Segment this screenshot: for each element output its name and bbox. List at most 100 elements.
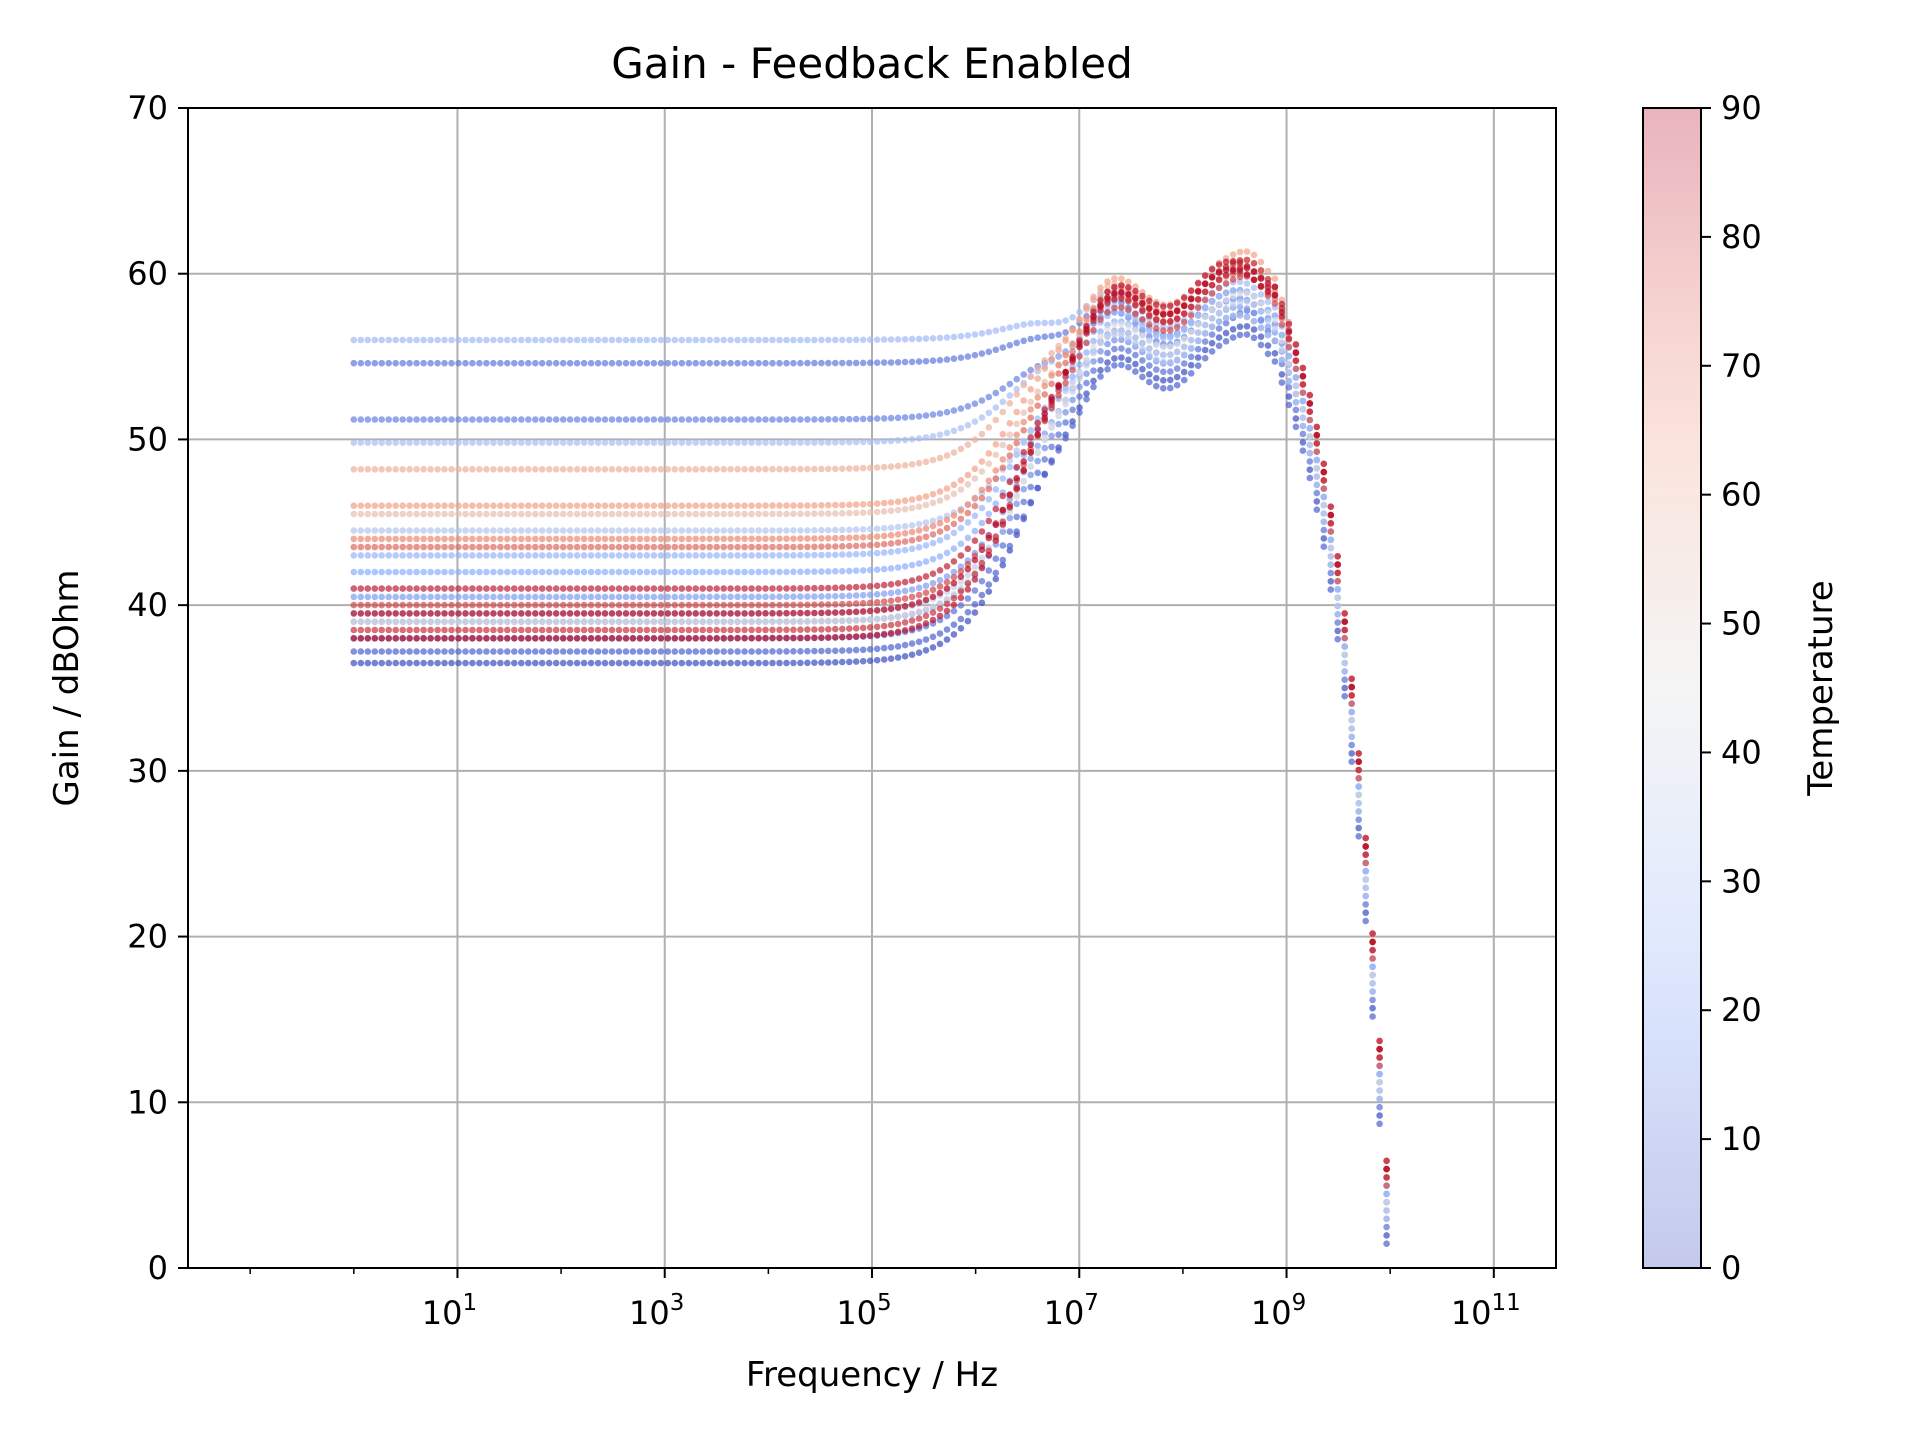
data-point [1229, 276, 1237, 283]
data-point [671, 543, 679, 551]
data-point [622, 543, 630, 551]
data-point [727, 593, 734, 601]
data-point [357, 626, 365, 634]
data-point [1285, 343, 1293, 351]
data-point [894, 498, 902, 506]
data-point [1160, 368, 1167, 376]
data-point [1306, 458, 1314, 465]
data-point [880, 525, 888, 532]
data-point [880, 598, 888, 605]
data-point [1167, 326, 1174, 334]
data-point [762, 648, 769, 655]
data-point [1146, 321, 1153, 328]
data-point [839, 658, 846, 666]
data-point [859, 415, 867, 423]
data-point [1097, 333, 1104, 340]
data-point [608, 648, 616, 655]
data-point [1341, 610, 1348, 617]
data-point [978, 458, 986, 465]
data-point [1041, 391, 1048, 398]
data-point [1215, 293, 1223, 300]
data-point [887, 507, 895, 515]
data-point [1027, 428, 1034, 435]
data-point [727, 552, 734, 559]
data-point [1334, 577, 1341, 585]
data-point [1132, 283, 1139, 290]
data-point [587, 527, 595, 534]
data-point [685, 416, 693, 423]
data-point [1194, 321, 1202, 328]
data-point [811, 527, 818, 534]
data-point [1146, 351, 1153, 359]
data-point [811, 626, 818, 633]
data-point [420, 359, 427, 367]
data-point [734, 601, 741, 609]
data-point [741, 634, 748, 642]
data-point [887, 614, 895, 621]
data-point [643, 552, 651, 559]
data-point [545, 527, 553, 534]
data-point [1083, 362, 1090, 369]
data-point [650, 626, 658, 634]
data-point [915, 335, 923, 343]
data-point [448, 585, 455, 592]
data-point [755, 626, 762, 634]
data-point [978, 486, 986, 494]
colorbar-tick-label: 0 [1721, 1249, 1741, 1287]
data-point [936, 576, 944, 584]
data-point [1118, 282, 1125, 289]
data-point [580, 610, 588, 617]
data-point [692, 527, 699, 534]
colorbar-gradient [1642, 107, 1702, 1269]
data-point [552, 568, 560, 576]
data-point [622, 568, 630, 576]
data-point [790, 439, 797, 447]
data-point [1243, 262, 1251, 270]
data-point [950, 355, 958, 363]
data-point [1264, 350, 1272, 358]
data-point [1369, 971, 1376, 979]
data-point [497, 618, 504, 625]
data-point [971, 436, 979, 444]
data-point [880, 540, 888, 548]
data-point [643, 543, 651, 551]
data-point [427, 552, 434, 559]
data-point [999, 430, 1007, 438]
data-point [371, 543, 379, 551]
data-point [476, 635, 483, 642]
data-point [1369, 946, 1376, 954]
data-point [1104, 288, 1111, 296]
data-point [929, 357, 937, 365]
data-point [762, 552, 769, 559]
data-point [490, 593, 497, 601]
data-point [615, 502, 623, 510]
data-point [832, 501, 839, 509]
data-point [594, 585, 602, 592]
data-point [1355, 758, 1362, 765]
data-point [971, 556, 979, 564]
data-point [629, 635, 637, 642]
data-point [657, 659, 665, 667]
data-point [650, 510, 658, 518]
data-point [1187, 295, 1195, 303]
data-point [999, 408, 1007, 416]
data-point [1243, 271, 1251, 278]
data-point [678, 416, 686, 423]
data-point [545, 568, 553, 576]
data-point [825, 439, 832, 446]
data-point [476, 568, 483, 576]
data-point [1187, 336, 1195, 344]
data-point [1257, 308, 1265, 316]
data-point [1194, 354, 1202, 361]
data-point [1097, 357, 1104, 364]
data-point [873, 336, 881, 344]
data-point [1383, 1223, 1390, 1231]
data-point [371, 359, 379, 367]
data-point [1299, 447, 1307, 455]
data-point [559, 527, 567, 534]
data-point [1341, 634, 1348, 642]
data-point [629, 585, 637, 592]
data-point [859, 608, 867, 615]
data-point [1215, 269, 1223, 277]
data-point [532, 659, 539, 667]
